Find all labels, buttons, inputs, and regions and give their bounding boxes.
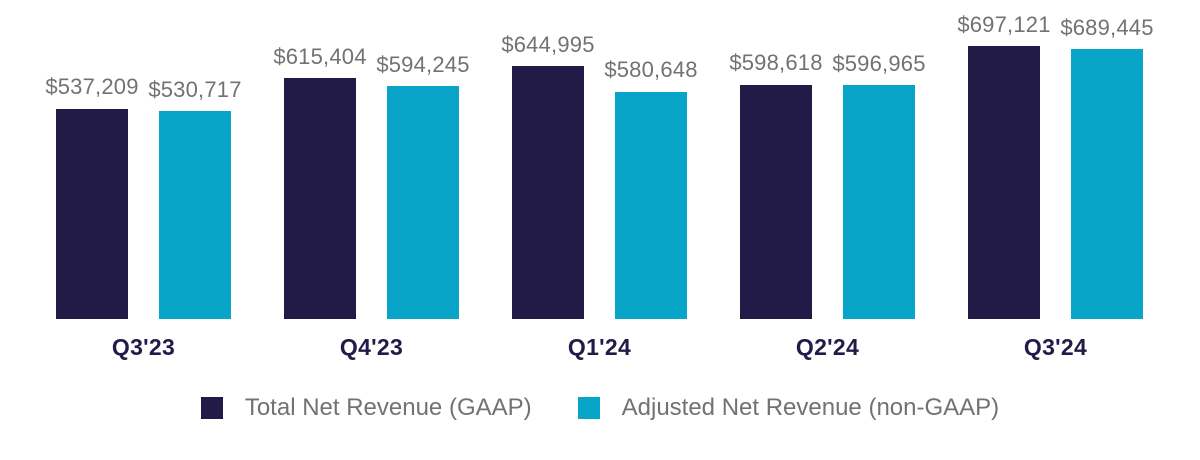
category-label: Q1'24	[567, 334, 632, 360]
non-gaap-bar	[159, 111, 231, 319]
gaap-bar-column: $644,995	[501, 32, 594, 319]
non-gaap-bar-column: $530,717	[148, 77, 241, 319]
legend-item-non-gaap: Adjusted Net Revenue (non-GAAP)	[577, 394, 1000, 421]
bar-group-q423: $615,404 $594,245	[273, 0, 469, 319]
legend-label: Total Net Revenue (GAAP)	[244, 394, 532, 421]
value-label: $598,618	[729, 50, 823, 76]
gaap-bar	[284, 78, 356, 319]
legend-item-gaap: Total Net Revenue (GAAP)	[200, 394, 532, 421]
gaap-bar	[968, 46, 1040, 319]
non-gaap-bar-column: $580,648	[604, 57, 697, 319]
value-label: $697,121	[957, 11, 1051, 37]
value-label: $689,445	[1060, 14, 1154, 40]
bar-pair: $615,404 $594,245	[273, 0, 469, 319]
gaap-bar-column: $697,121	[957, 12, 1050, 319]
non-gaap-bar-column: $596,965	[832, 51, 925, 319]
bar-pair: $697,121 $689,445	[957, 0, 1153, 319]
x-axis-labels: Q3'23 Q4'23 Q1'24 Q2'24 Q3'24	[0, 336, 1200, 359]
category-label: Q3'23	[111, 334, 176, 360]
gaap-bar-column: $615,404	[273, 44, 366, 319]
non-gaap-bar-column: $594,245	[376, 52, 469, 319]
category-label: Q2'24	[795, 334, 860, 360]
value-label: $537,209	[45, 74, 139, 100]
gaap-bar-column: $598,618	[729, 50, 822, 319]
gaap-bar-column: $537,209	[45, 74, 138, 319]
legend-label: Adjusted Net Revenue (non-GAAP)	[621, 394, 1000, 421]
gaap-bar	[56, 108, 128, 319]
non-gaap-bar-column: $689,445	[1060, 15, 1153, 319]
value-label: $615,404	[273, 43, 367, 69]
value-label: $596,965	[832, 50, 926, 76]
category-label: Q4'23	[339, 334, 404, 360]
non-gaap-bar	[615, 91, 687, 319]
bar-group-q124: $644,995 $580,648	[501, 0, 697, 319]
category-label: Q3'24	[1023, 334, 1088, 360]
chart-legend: Total Net Revenue (GAAP) Adjusted Net Rev…	[0, 396, 1200, 420]
value-label: $530,717	[148, 76, 242, 102]
value-label: $580,648	[604, 57, 698, 83]
bar-pair: $598,618 $596,965	[729, 0, 925, 319]
bar-pair: $537,209 $530,717	[45, 0, 241, 319]
value-label: $594,245	[376, 52, 470, 78]
non-gaap-bar	[387, 86, 459, 319]
non-gaap-bar	[1071, 49, 1143, 319]
gaap-swatch-icon	[200, 397, 223, 419]
bar-group-q323: $537,209 $530,717	[45, 0, 241, 319]
value-label: $644,995	[501, 32, 595, 58]
plot-area: $537,209 $530,717 $615,404 $594,245 $644,995…	[45, 0, 1153, 319]
bar-group-q324: $697,121 $689,445	[957, 0, 1153, 319]
non-gaap-bar	[843, 85, 915, 319]
gaap-bar	[512, 66, 584, 319]
bar-group-q224: $598,618 $596,965	[729, 0, 925, 319]
bar-pair: $644,995 $580,648	[501, 0, 697, 319]
gaap-bar	[740, 84, 812, 319]
non-gaap-swatch-icon	[577, 397, 600, 419]
